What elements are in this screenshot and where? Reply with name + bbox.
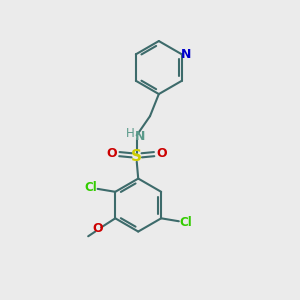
Text: O: O bbox=[106, 147, 117, 160]
Text: O: O bbox=[157, 147, 167, 160]
Text: Cl: Cl bbox=[179, 216, 192, 229]
Text: H: H bbox=[126, 127, 135, 140]
Text: Cl: Cl bbox=[85, 182, 98, 194]
Text: S: S bbox=[131, 149, 142, 164]
Text: N: N bbox=[180, 48, 191, 61]
Text: N: N bbox=[134, 130, 145, 143]
Text: O: O bbox=[92, 222, 103, 235]
